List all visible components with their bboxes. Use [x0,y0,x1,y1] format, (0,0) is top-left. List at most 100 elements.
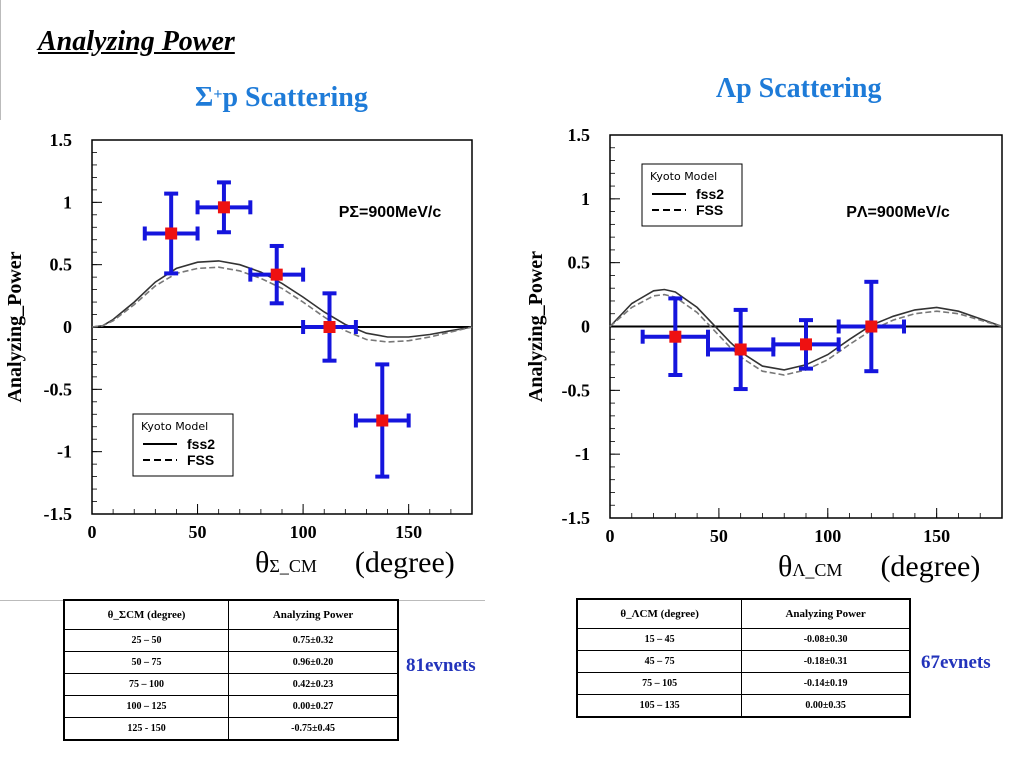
table-row: 75 – 105 -0.14±0.19 [576,672,911,695]
angle-cell: 25 – 50 [63,629,230,652]
legend-title: Kyoto Model [650,170,717,183]
x-tick-label: 100 [814,526,841,546]
sigma-data-table: θ_ΣCM (degree) Analyzing Power 25 – 50 0.… [63,599,399,741]
x-tick-label: 0 [88,522,97,542]
model-curve-fss [91,266,473,343]
y-tick-label: 0.5 [50,255,73,275]
data-point [640,296,710,378]
angle-cell: 75 – 100 [63,673,230,696]
x-axis-label: θΣ_CM (degree) [255,546,455,579]
data-marker [734,343,747,356]
x-axis-subscript: Σ_CM [269,556,317,576]
table-row: 105 – 135 0.00±0.35 [576,694,911,718]
momentum-annotation: PΣ=900MeV/c [339,204,442,221]
table-header-row: θ_ΛCM (degree) Analyzing Power [576,598,911,629]
data-point [195,180,253,235]
table-header-row: θ_ΣCM (degree) Analyzing Power [63,599,399,630]
power-cell: -0.08±0.30 [741,628,911,651]
angle-cell: 15 – 45 [576,628,743,651]
y-tick-label: 0.5 [568,253,591,273]
angle-cell: 125 - 150 [63,717,230,741]
x-axis-unit: (degree) [355,546,455,579]
y-tick-label: 0 [581,317,590,337]
y-tick-label: -1 [575,444,590,464]
legend-label-fss2: fss2 [187,436,215,452]
table-row: 25 – 50 0.75±0.32 [63,629,399,652]
power-column-header: Analyzing Power [741,598,911,629]
power-column-header: Analyzing Power [228,599,399,630]
angle-column-header: θ_ΣCM (degree) [63,599,230,630]
y-tick-label: -1.5 [44,504,73,524]
sigma-symbol: Σ [195,82,214,113]
x-axis-symbol: θ [778,550,792,583]
y-tick-label: 1 [581,189,590,209]
angle-cell: 105 – 135 [576,694,743,718]
x-axis-unit: (degree) [880,550,980,583]
x-tick-label: 150 [923,526,950,546]
data-point [836,279,906,374]
data-marker [376,414,389,427]
power-cell: 0.00±0.35 [741,694,911,718]
y-tick-label: 0 [63,317,72,337]
power-cell: -0.18±0.31 [741,650,911,673]
sigma-event-count: 81evnets [406,655,476,676]
model-curve-fss2 [609,288,1003,371]
model-curve-fss [609,293,1003,376]
angle-cell: 45 – 75 [576,650,743,673]
sigma-p-scattering-title: Σ+p Scattering [195,82,368,114]
y-tick-label: -0.5 [44,379,73,399]
y-tick-label: -1.5 [562,508,591,528]
y-tick-label: -0.5 [562,380,591,400]
momentum-annotation: PΛ=900MeV/c [846,204,950,221]
legend-label-fss2: fss2 [696,186,724,202]
lambda-p-scattering-title: Λp Scattering [716,73,882,104]
table-row: 50 – 75 0.96±0.20 [63,651,399,674]
y-tick-label: 1.5 [50,130,73,150]
data-marker [800,338,812,351]
lambda-analyzing-power-chart: 1.5 1 0.5 0 -0.5 -1 -1.5 0 50 100 150 PΛ=900MeV/c Ky… [525,125,1003,583]
sigma-title-text: p Scattering [222,82,368,113]
table-row: 75 – 100 0.42±0.23 [63,673,399,696]
table-row: 125 - 150 -0.75±0.45 [63,717,399,741]
x-tick-label: 100 [290,522,317,542]
y-tick-label: 1 [63,192,72,212]
angle-column-header: θ_ΛCM (degree) [576,598,743,629]
angle-cell: 50 – 75 [63,651,230,674]
legend-label-fss: FSS [187,452,214,468]
data-marker [217,201,230,214]
power-cell: 0.75±0.32 [228,629,399,652]
data-point [248,243,306,306]
x-axis-label: θΛ_CM (degree) [778,550,980,583]
data-point [353,362,411,479]
y-tick-label: -1 [57,442,72,462]
angle-cell: 100 – 125 [63,695,230,718]
data-marker [165,227,178,240]
y-axis-label: Analyzing_Power [4,251,26,402]
power-cell: 0.96±0.20 [228,651,399,674]
x-axis-symbol: θ [255,546,269,579]
legend-title: Kyoto Model [141,420,208,433]
sigma-analyzing-power-chart: 1.5 1 0.5 0 -0.5 -1 -1.5 0 50 100 150 PΣ=900MeV/c Ky… [4,130,473,579]
x-tick-label: 150 [395,522,422,542]
data-marker [270,268,283,281]
data-point [771,318,841,371]
data-marker [323,321,336,333]
data-marker [865,320,878,333]
table-row: 100 – 125 0.00±0.27 [63,695,399,718]
data-marker [669,330,682,343]
lambda-data-table: θ_ΛCM (degree) Analyzing Power 15 – 45 -0… [576,598,911,718]
x-tick-label: 0 [606,526,615,546]
sigma-charge: + [213,86,223,103]
power-cell: -0.14±0.19 [741,672,911,695]
x-axis-subscript: Λ_CM [792,560,842,580]
power-cell: -0.75±0.45 [228,717,399,741]
x-tick-label: 50 [189,522,207,542]
data-point [142,191,200,276]
y-axis-label: Analyzing_Power [525,251,547,402]
lambda-event-count: 67evnets [921,652,991,673]
y-tick-label: 1.5 [568,125,591,145]
angle-cell: 75 – 105 [576,672,743,695]
table-row: 45 – 75 -0.18±0.31 [576,650,911,673]
table-row: 15 – 45 -0.08±0.30 [576,628,911,651]
data-point [301,291,358,363]
